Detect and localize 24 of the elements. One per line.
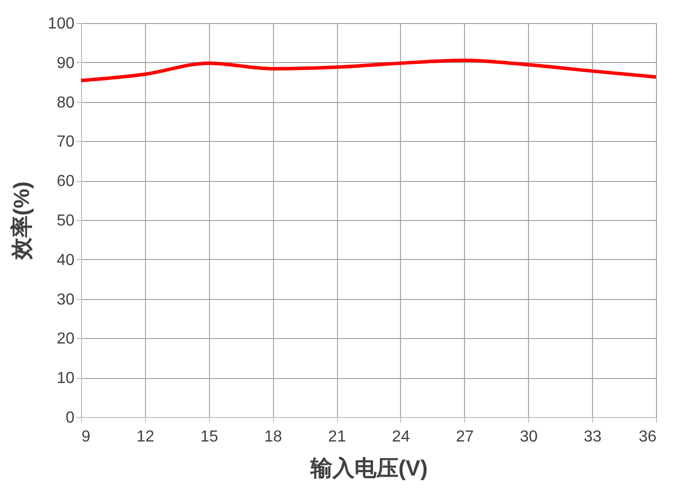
x-tick-label: 21	[328, 428, 346, 446]
y-tick-label: 10	[56, 370, 75, 388]
x-tick-label: 15	[200, 428, 218, 446]
y-tick-label: 30	[56, 291, 75, 308]
x-tick-label: 27	[456, 428, 474, 446]
y-tick-label: 60	[56, 173, 75, 190]
y-tick-label: 70	[56, 134, 75, 151]
y-tick-label: 100	[48, 16, 75, 32]
x-tick-label: 30	[520, 428, 538, 446]
x-tick-label: 36	[638, 428, 657, 446]
x-tick-label: 12	[136, 428, 154, 446]
y-tick-label: 80	[56, 94, 75, 112]
y-tick-label: 0	[66, 410, 75, 426]
x-tick-label: 24	[392, 428, 410, 446]
y-tick-label: 20	[56, 330, 75, 348]
y-tick-label: 90	[56, 54, 75, 72]
line-series	[79, 58, 658, 82]
x-tick-label: 33	[584, 428, 602, 446]
y-tick-label: 50	[56, 212, 75, 230]
y-tick-label: 40	[56, 252, 75, 269]
x-tick-label: 9	[82, 428, 90, 446]
x-axis-title: 输入电压(V)	[309, 456, 428, 480]
y-axis-title: 效率(%)	[8, 181, 34, 261]
x-tick-label: 18	[264, 428, 282, 446]
